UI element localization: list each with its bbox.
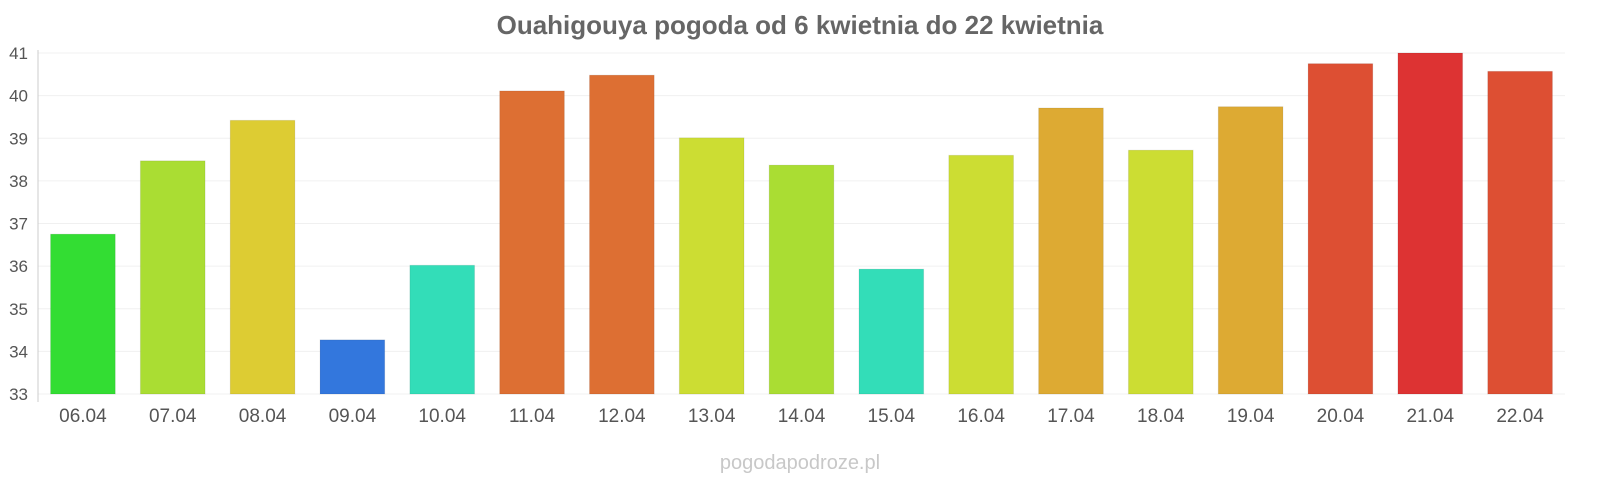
y-tick-label: 39 [9,129,28,148]
bars [50,52,1553,395]
x-tick-label: 14.04 [778,406,826,427]
x-tick-label: 08.04 [239,406,287,427]
bar [1217,106,1284,395]
bar [499,90,565,395]
bar [678,137,745,395]
y-tick-label: 33 [9,385,28,404]
x-tick-label: 11.04 [509,406,556,427]
bar [948,154,1014,395]
x-tick-label: 10.04 [418,406,466,427]
x-tick-label: 07.04 [149,406,197,427]
x-axis: 06.04 07.04 08.04 09.04 10.04 11.04 12.04 13.04… [59,406,1544,427]
watermark: pogodapodroze.pl [719,452,881,474]
y-tick-label: 37 [9,215,28,234]
x-tick-label: 20.04 [1317,406,1365,427]
x-tick-label: 21.04 [1406,406,1454,427]
y-tick-label: 41 [9,44,28,63]
bar [139,160,206,395]
bar [1038,107,1104,395]
bar [319,339,386,395]
y-tick-label: 40 [9,87,28,106]
y-tick-label: 35 [9,300,28,319]
x-tick-label: 22.04 [1496,406,1544,427]
bar [1487,70,1553,395]
x-tick-label: 09.04 [329,406,377,427]
x-tick-label: 19.04 [1227,406,1275,427]
x-tick-label: 13.04 [688,406,736,427]
y-tick-label: 38 [9,172,28,191]
x-tick-label: 06.04 [59,406,107,427]
bar [589,74,655,395]
y-axis: 33 34 35 36 37 38 39 40 41 [9,44,39,404]
x-tick-label: 16.04 [957,406,1005,427]
y-tick-label: 36 [9,257,28,276]
bar [1127,149,1194,395]
bar [50,233,116,395]
x-tick-label: 12.04 [598,406,646,427]
bar [1307,63,1374,395]
y-tick-label: 34 [9,342,28,361]
bar [1397,52,1464,395]
bar [229,119,296,395]
bar [858,268,925,395]
x-tick-label: 17.04 [1047,406,1095,427]
chart-title: Ouahigouya pogoda od 6 kwietnia do 22 kw… [496,10,1104,40]
bar [768,164,835,395]
x-tick-label: 18.04 [1137,406,1185,427]
x-tick-label: 15.04 [868,406,916,427]
bar [409,264,476,395]
